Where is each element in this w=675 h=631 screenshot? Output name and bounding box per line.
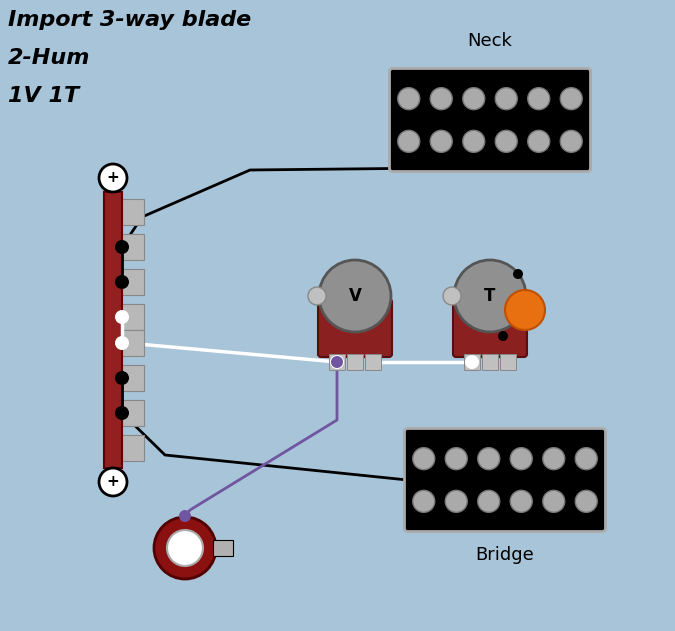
Circle shape — [179, 510, 191, 522]
Bar — [464, 354, 480, 370]
Bar — [500, 354, 516, 370]
Circle shape — [543, 447, 565, 469]
FancyBboxPatch shape — [583, 464, 605, 496]
Circle shape — [463, 131, 485, 152]
Bar — [347, 354, 363, 370]
Circle shape — [495, 88, 517, 110]
Circle shape — [154, 517, 216, 579]
Bar — [365, 354, 381, 370]
Bar — [213, 540, 233, 556]
Bar — [122, 435, 144, 461]
Circle shape — [498, 331, 508, 341]
Circle shape — [115, 336, 129, 350]
Circle shape — [463, 88, 485, 110]
FancyBboxPatch shape — [406, 464, 427, 496]
Circle shape — [454, 260, 526, 332]
Text: +: + — [107, 170, 119, 186]
Bar — [122, 269, 144, 295]
Circle shape — [575, 447, 597, 469]
Circle shape — [412, 490, 435, 512]
Circle shape — [115, 371, 129, 385]
Circle shape — [575, 490, 597, 512]
Circle shape — [513, 269, 523, 279]
FancyBboxPatch shape — [389, 69, 591, 172]
FancyBboxPatch shape — [453, 299, 527, 357]
Circle shape — [443, 287, 461, 305]
Circle shape — [319, 260, 391, 332]
Bar — [122, 304, 144, 330]
Circle shape — [398, 131, 420, 152]
Circle shape — [446, 447, 467, 469]
Circle shape — [505, 290, 545, 330]
Text: Neck: Neck — [468, 32, 512, 49]
FancyBboxPatch shape — [568, 104, 589, 136]
Circle shape — [478, 447, 500, 469]
Circle shape — [99, 164, 127, 192]
Bar — [122, 365, 144, 391]
Text: Import 3-way blade: Import 3-way blade — [8, 10, 251, 30]
Bar — [122, 199, 144, 225]
Circle shape — [543, 490, 565, 512]
Text: 2-Hum: 2-Hum — [8, 48, 90, 68]
Circle shape — [330, 355, 344, 369]
Circle shape — [478, 490, 500, 512]
Circle shape — [560, 131, 583, 152]
Circle shape — [510, 447, 533, 469]
Bar — [329, 354, 345, 370]
Circle shape — [115, 240, 129, 254]
Text: T: T — [484, 287, 495, 305]
Circle shape — [99, 468, 127, 496]
Text: +: + — [107, 475, 119, 490]
Circle shape — [430, 88, 452, 110]
Circle shape — [115, 406, 129, 420]
Bar — [122, 400, 144, 426]
Circle shape — [465, 355, 479, 369]
Text: V: V — [348, 287, 361, 305]
Circle shape — [430, 131, 452, 152]
Circle shape — [115, 310, 129, 324]
Circle shape — [560, 88, 583, 110]
Circle shape — [510, 490, 533, 512]
FancyBboxPatch shape — [404, 428, 605, 531]
FancyBboxPatch shape — [391, 104, 412, 136]
Circle shape — [167, 530, 203, 566]
Circle shape — [446, 490, 467, 512]
Circle shape — [115, 275, 129, 289]
Bar — [104, 192, 122, 468]
Circle shape — [528, 88, 549, 110]
Circle shape — [331, 356, 343, 368]
Bar — [122, 330, 144, 356]
Circle shape — [495, 131, 517, 152]
Bar — [122, 234, 144, 260]
FancyBboxPatch shape — [318, 299, 392, 357]
Circle shape — [398, 88, 420, 110]
Circle shape — [528, 131, 549, 152]
Bar — [482, 354, 498, 370]
Circle shape — [308, 287, 326, 305]
Text: Bridge: Bridge — [476, 546, 535, 565]
Text: 1V 1T: 1V 1T — [8, 86, 79, 106]
Circle shape — [412, 447, 435, 469]
